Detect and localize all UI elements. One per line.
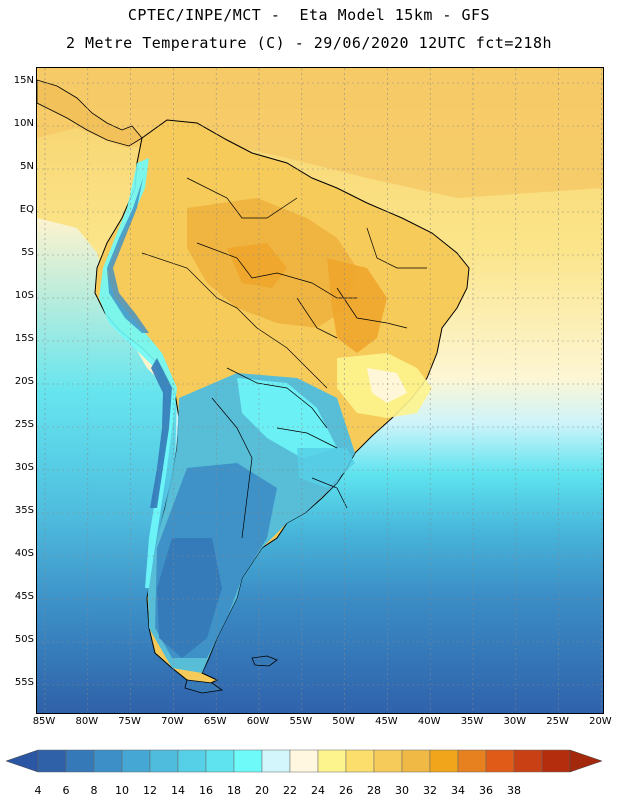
colorbar-swatch	[401, 749, 431, 773]
temperature-map	[36, 67, 604, 714]
lon-label: 65W	[203, 716, 227, 727]
lon-label: 40W	[417, 716, 441, 727]
colorbar-under-arrow	[5, 749, 39, 773]
lon-label: 50W	[332, 716, 355, 727]
colorbar-swatch	[345, 749, 375, 773]
colorbar-label: 24	[311, 784, 325, 797]
colorbar-swatch	[541, 749, 571, 773]
colorbar-swatch	[149, 749, 179, 773]
colorbar-label: 30	[395, 784, 409, 797]
falkland-islands	[251, 655, 278, 667]
colorbar-swatch	[429, 749, 459, 773]
graticule	[37, 68, 603, 713]
colorbar-over-arrow	[569, 749, 603, 773]
colorbar-swatch	[289, 749, 319, 773]
colorbar-swatch	[485, 749, 515, 773]
lat-label: 45S	[14, 591, 34, 602]
lon-label: 60W	[246, 716, 270, 727]
lon-label: 70W	[161, 716, 184, 727]
colorbar-swatch	[93, 749, 123, 773]
colorbar-swatch	[37, 749, 67, 773]
lon-label: 75W	[118, 716, 141, 727]
colorbar-swatch	[317, 749, 347, 773]
colorbar-label: 32	[423, 784, 437, 797]
colorbar-label: 36	[479, 784, 493, 797]
colorbar-label: 34	[451, 784, 465, 797]
lat-label: 15S	[14, 333, 34, 344]
lat-label: 5N	[20, 161, 34, 172]
lon-label: 85W	[32, 716, 56, 727]
lon-label: 25W	[546, 716, 569, 727]
lat-label: 30S	[14, 462, 34, 473]
lat-label: 40S	[14, 548, 34, 559]
colorbar-label: 12	[143, 784, 157, 797]
colorbar-swatch	[177, 749, 207, 773]
colorbar-swatch	[457, 749, 487, 773]
lat-label: 15N	[13, 75, 34, 86]
lon-label: 20W	[589, 716, 612, 727]
colorbar-label: 10	[115, 784, 129, 797]
colorbar-label: 26	[339, 784, 353, 797]
colorbar-label: 18	[227, 784, 241, 797]
lat-label: EQ	[19, 204, 34, 215]
lon-label: 35W	[460, 716, 484, 727]
colorbar-swatch	[233, 749, 263, 773]
lat-label: 5S	[21, 247, 34, 258]
colorbar-label: 8	[90, 784, 98, 797]
lon-label: 80W	[75, 716, 99, 727]
colorbar-label: 28	[367, 784, 381, 797]
colorbar-label: 6	[62, 784, 70, 797]
lon-label: 45W	[375, 716, 398, 727]
pacific-field	[37, 218, 177, 713]
colorbar-swatch	[373, 749, 403, 773]
lat-label: 20S	[14, 376, 34, 387]
colorbar-label: 14	[171, 784, 185, 797]
colorbar-label: 38	[507, 784, 521, 797]
colorbar-swatch	[513, 749, 543, 773]
temperature-field	[37, 68, 603, 713]
lat-label: 25S	[14, 419, 34, 430]
lat-label: 55S	[14, 677, 34, 688]
lat-label: 10S	[14, 290, 34, 301]
colorbar-label: 16	[199, 784, 213, 797]
map-subtitle: 2 Metre Temperature (C) - 29/06/2020 12U…	[65, 34, 553, 52]
colorbar-label: 22	[283, 784, 297, 797]
lat-label: 50S	[14, 634, 34, 645]
colorbar-swatch	[121, 749, 151, 773]
colorbar-swatch	[261, 749, 291, 773]
lon-label: 30W	[503, 716, 527, 727]
lat-label: 10N	[13, 118, 34, 129]
map-title: CPTEC/INPE/MCT - Eta Model 15km - GFS	[127, 6, 491, 24]
colorbar-swatch	[65, 749, 95, 773]
colorbar-swatch	[205, 749, 235, 773]
colorbar-label: 20	[255, 784, 269, 797]
lon-label: 55W	[289, 716, 313, 727]
lat-label: 35S	[14, 505, 34, 516]
colorbar-swatches	[5, 749, 603, 773]
colorbar-label: 4	[34, 784, 42, 797]
